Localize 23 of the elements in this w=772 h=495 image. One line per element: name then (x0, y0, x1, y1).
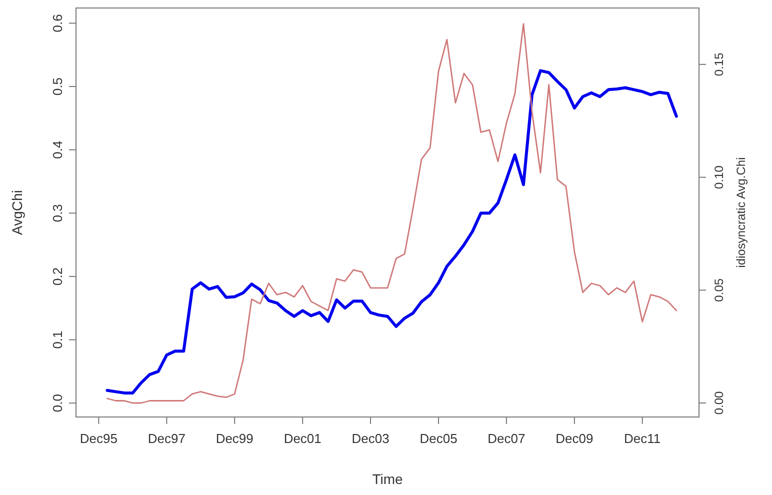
x-tick-label: Dec07 (488, 431, 526, 446)
y2-axis-title: idiosyncratic Avg.Chi (734, 157, 748, 268)
y-tick-label: 0.4 (50, 140, 65, 159)
x-tick-label: Dec95 (80, 431, 118, 446)
y2-tick-label: 0.15 (712, 52, 726, 76)
y2-tick-label: 0.00 (712, 391, 726, 415)
y-tick-label: 0.0 (50, 394, 65, 412)
y-axis-title: AvgChi (9, 190, 25, 235)
x-tick-label: Dec09 (556, 431, 594, 446)
x-tick-label: Dec99 (216, 431, 254, 446)
x-tick-label: Dec03 (352, 431, 390, 446)
y-tick-label: 0.3 (50, 204, 65, 222)
y2-tick-label: 0.05 (712, 278, 726, 302)
x-tick-label: Dec97 (148, 431, 186, 446)
y-tick-label: 0.2 (50, 267, 65, 286)
x-tick-label: Dec01 (284, 431, 322, 446)
y-tick-label: 0.1 (50, 330, 65, 349)
y-tick-label: 0.5 (50, 77, 65, 96)
x-axis-title: Time (372, 471, 404, 487)
x-tick-label: Dec05 (420, 431, 458, 446)
y-tick-label: 0.6 (50, 14, 65, 32)
x-tick-label: Dec11 (624, 431, 661, 446)
y2-tick-label: 0.10 (712, 165, 726, 189)
